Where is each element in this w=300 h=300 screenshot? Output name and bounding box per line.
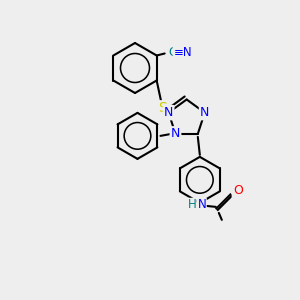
Text: O: O bbox=[233, 184, 243, 197]
Text: N: N bbox=[197, 198, 206, 212]
Text: C: C bbox=[169, 46, 177, 59]
Text: ≡N: ≡N bbox=[173, 46, 192, 59]
Text: N: N bbox=[200, 106, 209, 119]
Text: S: S bbox=[158, 101, 167, 116]
Text: N: N bbox=[164, 106, 173, 119]
Text: H: H bbox=[188, 198, 196, 212]
Text: N: N bbox=[171, 128, 180, 140]
